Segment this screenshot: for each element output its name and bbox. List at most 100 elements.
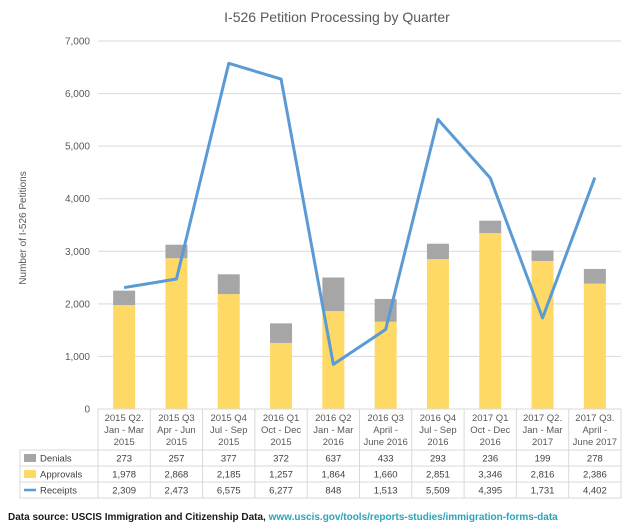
y-axis-label: Number of I-526 Petitions: [18, 171, 29, 284]
denials-bar: [270, 323, 293, 343]
category-label: 2015: [114, 437, 135, 448]
y-tick-label: 1,000: [65, 352, 90, 363]
category-label: Jan - Mar: [313, 425, 353, 436]
denials-bar: [322, 277, 345, 312]
category-label: 2016 Q3: [367, 413, 403, 424]
table-cell: 1,731: [531, 486, 555, 497]
table-cell: 637: [325, 454, 341, 465]
y-tick-label: 2,000: [65, 299, 90, 310]
chart-title: I-526 Petition Processing by Quarter: [224, 9, 450, 25]
bars: [113, 220, 606, 409]
table-cell: 377: [221, 454, 237, 465]
denials-bar: [113, 290, 136, 306]
category-label: 2017: [532, 437, 553, 448]
table-cell: 273: [116, 454, 132, 465]
data-source-label: Data source: USCIS Immigration and Citiz…: [8, 512, 266, 523]
category-label: 2016: [323, 437, 344, 448]
table-cell: 1,513: [374, 486, 398, 497]
table-cell: 2,473: [165, 486, 189, 497]
table-cell: 6,277: [269, 486, 293, 497]
table-cell: 1,978: [112, 470, 136, 481]
approvals-bar: [217, 294, 240, 409]
category-label: 2017 Q3.: [575, 413, 614, 424]
category-label: 2015 Q3: [158, 413, 194, 424]
table-cell: 1,257: [269, 470, 293, 481]
table-cell: 6,575: [217, 486, 241, 497]
legend-key-approvals: [24, 470, 36, 478]
category-label: 2015: [270, 437, 291, 448]
category-label: Jan - Mar: [104, 425, 144, 436]
table-cell: 2,851: [426, 470, 450, 481]
category-label: 2016 Q2: [315, 413, 351, 424]
table-cell: 848: [325, 486, 341, 497]
table-cell: 2,386: [583, 470, 607, 481]
table-cell: 257: [169, 454, 185, 465]
table-cell: 433: [378, 454, 394, 465]
y-tick-label: 6,000: [65, 89, 90, 100]
denials-bar: [531, 250, 554, 261]
approvals-bar: [165, 258, 188, 409]
data-source-url[interactable]: www.uscis.gov/tools/reports-studies/immi…: [268, 512, 558, 523]
legend-label: Approvals: [40, 470, 82, 481]
table-cell: 372: [273, 454, 289, 465]
category-label: Oct - Dec: [470, 425, 510, 436]
y-tick-label: 0: [84, 405, 90, 416]
category-label: Apr - Jun: [157, 425, 196, 436]
approvals-bar: [479, 233, 502, 409]
category-label: June 2016: [363, 437, 407, 448]
legend-label: Denials: [40, 454, 72, 465]
category-label: 2016 Q4: [420, 413, 456, 424]
y-tick-label: 4,000: [65, 194, 90, 205]
table-cell: 278: [587, 454, 603, 465]
approvals-bar: [113, 305, 136, 409]
y-tick-label: 5,000: [65, 142, 90, 153]
y-axis-ticks: 0 1,000 2,000 3,000 4,000 5,000 6,000 7,000: [65, 37, 90, 416]
receipts-line: [123, 61, 597, 366]
table-cell: 4,402: [583, 486, 607, 497]
category-label: Jul - Sep: [210, 425, 248, 436]
approvals-bar: [531, 260, 554, 409]
category-label: 2015 Q2.: [105, 413, 144, 424]
category-label: 2015: [218, 437, 239, 448]
category-label: 2016 Q1: [263, 413, 299, 424]
table-cell: 2,816: [531, 470, 555, 481]
legend-key-denials: [24, 454, 36, 462]
table-cell: 2,868: [165, 470, 189, 481]
category-label: 2017 Q2.: [523, 413, 562, 424]
y-tick-label: 3,000: [65, 247, 90, 258]
denials-bar: [426, 243, 449, 260]
category-label: April -: [582, 425, 607, 436]
category-label: 2016: [427, 437, 448, 448]
approvals-bar: [583, 283, 606, 409]
table-cell: 1,660: [374, 470, 398, 481]
table-cell: 5,509: [426, 486, 450, 497]
category-label: 2015: [166, 437, 187, 448]
data-source-note: Data source: USCIS Immigration and Citiz…: [8, 512, 558, 523]
category-label: 2017 Q1: [472, 413, 508, 424]
category-label: 2015 Q4: [211, 413, 247, 424]
category-label: Oct - Dec: [261, 425, 301, 436]
table-cell: 4,395: [478, 486, 502, 497]
approvals-bar: [374, 321, 397, 409]
approvals-bar: [426, 259, 449, 409]
category-label: 2016: [480, 437, 501, 448]
table-cell: 236: [482, 454, 498, 465]
table-cell: 3,346: [478, 470, 502, 481]
chart: I-526 Petition Processing by Quarter Num…: [18, 9, 622, 499]
table-cell: 2,309: [112, 486, 136, 497]
denials-bar: [479, 220, 502, 234]
y-tick-label: 7,000: [65, 37, 90, 48]
legend-label: Receipts: [40, 486, 77, 497]
table-cell: 293: [430, 454, 446, 465]
category-label: Jan - Mar: [522, 425, 562, 436]
category-label: April -: [373, 425, 398, 436]
table-cell: 1,864: [321, 470, 345, 481]
category-label: June 2017: [573, 437, 617, 448]
category-label: Jul - Sep: [419, 425, 457, 436]
denials-bar: [217, 274, 240, 295]
approvals-bar: [270, 342, 293, 409]
receipts-line-path: [123, 61, 597, 366]
denials-bar: [583, 268, 606, 284]
table-cell: 2,185: [217, 470, 241, 481]
